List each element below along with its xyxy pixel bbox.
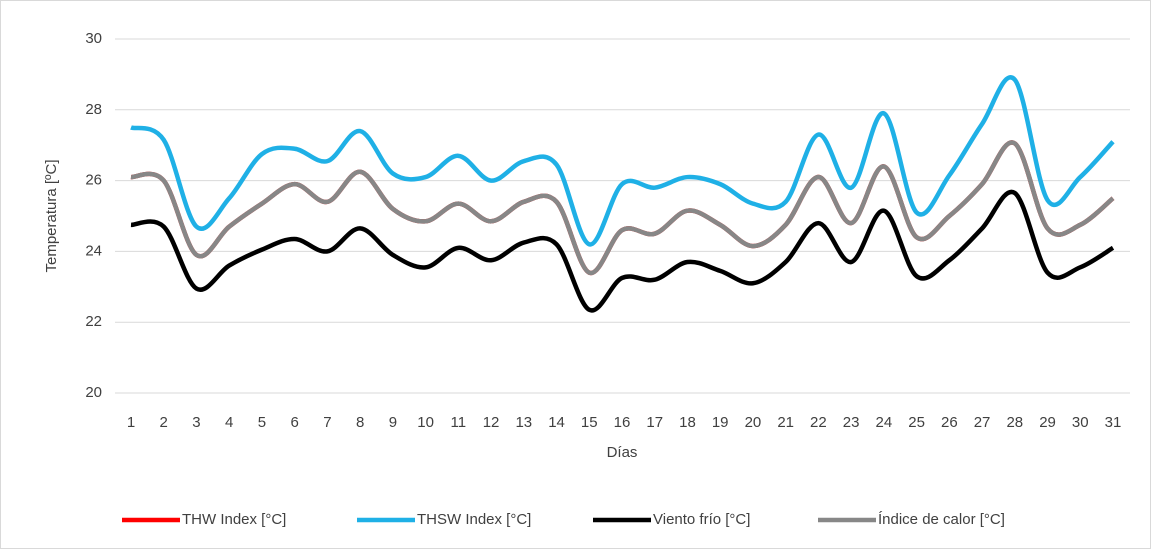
legend-label: THW Index [°C]	[182, 511, 286, 528]
x-tick-label: 6	[290, 414, 298, 431]
x-tick-label: 13	[515, 414, 532, 431]
legend-label: Viento frío [°C]	[653, 511, 750, 528]
x-tick-label: 9	[389, 414, 397, 431]
x-tick-label: 2	[160, 414, 168, 431]
x-tick-label: 8	[356, 414, 364, 431]
y-tick-label: 22	[85, 313, 102, 330]
y-tick-label: 24	[85, 242, 102, 259]
x-tick-label: 18	[679, 414, 696, 431]
x-tick-label: 4	[225, 414, 233, 431]
legend-label: Índice de calor [°C]	[878, 511, 1005, 528]
x-tick-label: 28	[1006, 414, 1023, 431]
y-tick-label: 26	[85, 172, 102, 189]
x-tick-label: 11	[451, 414, 467, 431]
x-tick-label: 16	[614, 414, 631, 431]
x-tick-label: 5	[258, 414, 266, 431]
x-tick-label: 20	[745, 414, 762, 431]
y-axis-label: Temperatura [ºC]	[43, 159, 60, 272]
x-tick-label: 1	[127, 414, 135, 431]
x-tick-label: 26	[941, 414, 958, 431]
x-tick-label: 14	[548, 414, 565, 431]
x-tick-label: 12	[483, 414, 500, 431]
x-tick-label: 21	[777, 414, 794, 431]
x-tick-label: 17	[646, 414, 663, 431]
x-axis-label: Días	[607, 444, 638, 461]
x-tick-label: 7	[323, 414, 331, 431]
x-tick-label: 24	[876, 414, 893, 431]
series-line	[130, 140, 1115, 275]
y-tick-label: 30	[85, 30, 102, 47]
x-tick-label: 31	[1105, 414, 1122, 431]
x-tick-label: 10	[417, 414, 434, 431]
series-line	[130, 189, 1115, 313]
y-tick-label: 20	[85, 384, 102, 401]
x-tick-label: 23	[843, 414, 860, 431]
x-tick-label: 19	[712, 414, 729, 431]
x-tick-label: 15	[581, 414, 598, 431]
series-line	[130, 75, 1115, 247]
x-tick-label: 29	[1039, 414, 1056, 431]
legend-label: THSW Index [°C]	[417, 511, 531, 528]
x-tick-label: 30	[1072, 414, 1089, 431]
x-tick-label: 27	[974, 414, 991, 431]
x-tick-label: 22	[810, 414, 827, 431]
y-tick-label: 28	[85, 101, 102, 118]
x-tick-label: 3	[192, 414, 200, 431]
x-tick-label: 25	[908, 414, 925, 431]
